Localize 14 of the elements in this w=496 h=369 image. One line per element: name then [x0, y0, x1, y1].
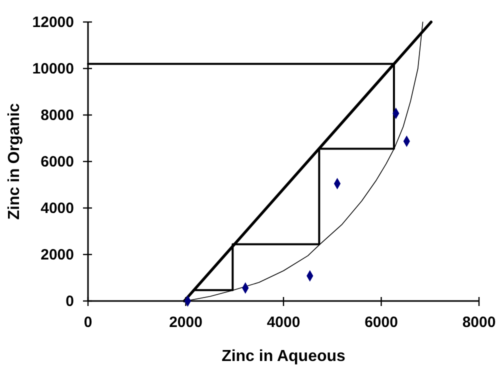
y-tick-label: 10000	[32, 60, 74, 78]
x-tick-label: 4000	[266, 314, 300, 331]
x-tick-label: 2000	[169, 314, 202, 331]
x-axis-title: Zinc in Aqueous	[222, 348, 346, 365]
y-tick-label: 6000	[40, 154, 74, 170]
y-tick-label: 4000	[40, 200, 74, 217]
x-tick-label: 0	[84, 314, 92, 331]
y-tick-label: 8000	[40, 107, 74, 124]
x-tick-label: 6000	[364, 314, 398, 331]
y-tick-label: 2000	[40, 246, 74, 264]
y-tick-label: 12000	[32, 14, 74, 31]
y-axis-title: Zinc in Organic	[6, 103, 23, 220]
y-tick-label: 0	[66, 293, 74, 310]
x-tick-label: 8000	[462, 314, 496, 331]
